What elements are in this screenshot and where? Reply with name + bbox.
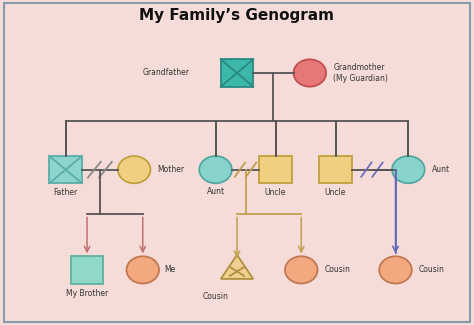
Text: Me: Me — [164, 266, 175, 274]
Circle shape — [285, 256, 318, 283]
Circle shape — [118, 156, 150, 183]
Text: Cousin: Cousin — [203, 292, 228, 301]
Bar — [259, 156, 292, 183]
Bar — [221, 59, 253, 86]
Bar — [49, 156, 82, 183]
Circle shape — [293, 59, 326, 86]
Text: Grandmother
(My Guardian): Grandmother (My Guardian) — [333, 63, 388, 83]
Circle shape — [379, 256, 412, 283]
Text: Aunt: Aunt — [207, 187, 225, 196]
Text: My Family’s Genogram: My Family’s Genogram — [139, 8, 335, 23]
Text: Uncle: Uncle — [265, 188, 286, 197]
Bar — [319, 156, 352, 183]
Text: Father: Father — [54, 188, 78, 197]
Circle shape — [127, 256, 159, 283]
Bar — [71, 256, 103, 283]
Text: Cousin: Cousin — [325, 266, 351, 274]
Polygon shape — [221, 255, 253, 279]
Circle shape — [392, 156, 425, 183]
Text: Grandfather: Grandfather — [143, 69, 190, 77]
Circle shape — [199, 156, 232, 183]
Text: Uncle: Uncle — [325, 188, 346, 197]
Text: Cousin: Cousin — [419, 266, 445, 274]
Text: Aunt: Aunt — [432, 165, 450, 174]
Text: Mother: Mother — [158, 165, 185, 174]
Text: My Brother: My Brother — [66, 289, 108, 298]
